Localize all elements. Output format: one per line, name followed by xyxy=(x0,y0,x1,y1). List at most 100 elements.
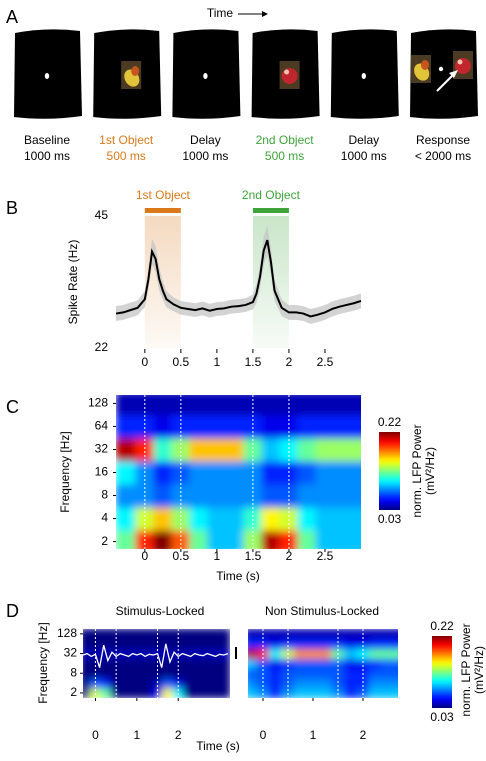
heatmap-cell xyxy=(306,687,320,698)
heatmap-cell xyxy=(293,629,308,640)
heatmap-cell xyxy=(256,638,270,650)
heatmap-cell xyxy=(351,437,361,462)
y-axis-label: Spike Rate (Hz) xyxy=(66,240,80,325)
heatmap-cell xyxy=(153,395,173,416)
heatmap-cell xyxy=(203,687,215,698)
heatmap-cell xyxy=(162,687,174,698)
heatmap-cells xyxy=(116,395,361,549)
x-tick-label: 2.5 xyxy=(317,355,334,369)
heatmap-cell xyxy=(203,667,215,679)
heatmap-cell xyxy=(189,395,209,416)
heatmap-cell xyxy=(182,677,195,689)
heatmap-cell xyxy=(182,638,195,650)
heatmap-cell xyxy=(351,395,361,416)
heatmap-cell xyxy=(131,648,143,659)
y-axis-label: Frequency [Hz] xyxy=(36,622,50,703)
heatmap-cell xyxy=(182,687,195,698)
heatmap-cell xyxy=(256,687,270,698)
error-band xyxy=(116,225,361,324)
fruit xyxy=(455,58,471,74)
fruit xyxy=(421,60,429,70)
heatmap-cell xyxy=(368,629,383,640)
heatmap-cell xyxy=(213,629,230,640)
heatmap-cell xyxy=(116,529,137,549)
heatmap-cell xyxy=(171,395,191,416)
heatmap-cell xyxy=(225,395,245,416)
heatmap-cell xyxy=(393,657,398,669)
fixation-dot xyxy=(203,73,208,79)
y-tick-label: 32 xyxy=(95,442,109,456)
heatmap-cell xyxy=(189,483,209,508)
fixation-dot xyxy=(44,73,50,79)
x-tick-label: 2 xyxy=(286,549,293,563)
epoch-name: Delay xyxy=(348,133,379,147)
heatmap-cell xyxy=(116,414,137,439)
heatmap-cell xyxy=(203,648,215,659)
heatmap-cell xyxy=(261,437,281,462)
colorbar-unit: (mV²/Hz) xyxy=(423,447,437,495)
heatmap-cell xyxy=(189,506,209,531)
panel-title: Stimulus-Locked xyxy=(116,604,205,618)
y-tick-label: 32 xyxy=(64,646,78,660)
heatmap-cell xyxy=(381,638,395,650)
fruit-shine xyxy=(457,59,463,65)
heatmap-cell xyxy=(256,677,270,689)
y-tick-label: 8 xyxy=(101,488,108,502)
heatmap-cell xyxy=(293,677,308,689)
heatmap-cell xyxy=(141,667,153,679)
heatmap-cell xyxy=(171,414,191,439)
heatmap-cell xyxy=(100,677,112,689)
heatmap-cell xyxy=(331,677,345,689)
heatmap-cell xyxy=(153,529,173,549)
x-tick-label: 0.5 xyxy=(173,355,190,369)
heatmap-cell xyxy=(89,638,102,650)
heatmap-cell xyxy=(406,638,420,649)
panel-letter: C xyxy=(6,397,19,417)
heatmap-cell xyxy=(333,506,353,531)
heatmap-cell xyxy=(297,460,317,485)
heatmap-cell xyxy=(318,648,333,659)
fruit xyxy=(131,66,140,76)
heatmap-cell xyxy=(297,506,317,531)
heatmap-cell xyxy=(135,506,155,531)
screen xyxy=(93,29,162,119)
x-tick-label: 1 xyxy=(214,355,221,369)
heatmap-cell xyxy=(306,667,320,679)
heatmap-cell xyxy=(120,677,133,689)
heatmap-cell xyxy=(368,648,383,659)
heatmap-cell xyxy=(120,638,133,650)
heatmap-cell xyxy=(182,657,195,669)
heatmap-cell xyxy=(297,529,317,549)
heatmap-cell xyxy=(293,648,308,659)
heatmap-cell xyxy=(331,638,345,650)
heatmap-cell xyxy=(141,687,153,698)
heatmap-cell xyxy=(306,648,320,659)
heatmap-cell xyxy=(207,395,227,416)
x-tick-label: 2 xyxy=(360,728,367,742)
heatmap-cell xyxy=(172,657,184,669)
heatmap-cell xyxy=(116,483,137,508)
heatmap-cell xyxy=(225,483,245,508)
heatmap-cell xyxy=(100,638,112,650)
time-arrow-head xyxy=(262,11,268,17)
heatmap-cell xyxy=(153,460,173,485)
heatmap-cell xyxy=(381,667,395,679)
heatmap-cell xyxy=(268,629,283,640)
heatmap-cell xyxy=(393,677,398,689)
heatmap-cell xyxy=(351,506,361,531)
heatmap-cell xyxy=(281,687,295,698)
heatmap-cell xyxy=(318,638,333,650)
heatmap-cell xyxy=(248,648,258,659)
heatmap-cell xyxy=(225,414,245,439)
heatmap-cell xyxy=(268,638,283,650)
heatmap-cell xyxy=(100,667,112,679)
heatmap-cell xyxy=(120,629,133,640)
colorbar-unit: (mV²/Hz) xyxy=(472,646,486,694)
heatmap-cell xyxy=(261,529,281,549)
panel-letter: B xyxy=(6,198,18,218)
panel-title: Non Stimulus-Locked xyxy=(265,604,379,618)
heatmap-cell xyxy=(261,483,281,508)
heatmap-cell xyxy=(182,629,195,640)
heatmap-cell xyxy=(406,628,420,639)
heatmap-cell xyxy=(333,437,353,462)
